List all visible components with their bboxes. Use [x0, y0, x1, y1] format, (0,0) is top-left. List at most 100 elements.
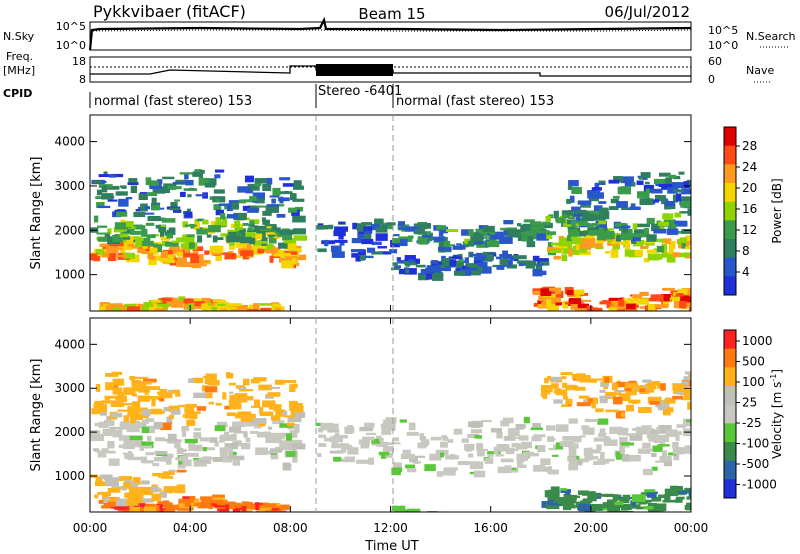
data-cell [194, 222, 200, 231]
data-cell [125, 196, 133, 200]
data-cell [650, 429, 658, 434]
power-colorbar-tick-label: 4 [742, 265, 750, 279]
data-cell [586, 203, 591, 208]
data-cell [157, 488, 162, 492]
data-cell [458, 258, 464, 264]
data-cell [428, 514, 439, 519]
data-cell [365, 255, 374, 259]
data-cell [660, 383, 666, 391]
data-cell [661, 243, 668, 252]
data-cell [509, 258, 515, 261]
data-cell [418, 241, 429, 245]
data-cell [547, 489, 560, 496]
data-cell [561, 254, 568, 262]
data-band-5 [315, 218, 400, 262]
data-cell [179, 172, 194, 175]
data-cell [127, 182, 139, 185]
data-cell [458, 253, 463, 258]
data-cell [621, 207, 632, 211]
data-cell [583, 448, 592, 457]
data-cell [226, 214, 239, 219]
data-cell [568, 463, 578, 471]
data-cell [642, 379, 652, 383]
data-cell [328, 224, 334, 228]
data-cell [571, 435, 582, 443]
data-cell [651, 466, 658, 471]
data-cell [413, 510, 421, 512]
data-cell [690, 404, 691, 411]
data-cell [255, 447, 268, 456]
data-cell [595, 408, 604, 413]
data-cell [251, 248, 263, 255]
data-cell [662, 301, 670, 307]
data-cell [669, 182, 684, 187]
data-cell [640, 499, 652, 503]
data-cell [166, 229, 175, 234]
data-cell [294, 412, 306, 419]
data-cell [558, 498, 572, 503]
data-cell [241, 501, 250, 507]
data-cell [413, 231, 427, 235]
data-cell [275, 409, 286, 417]
x-axis-label: Time UT [364, 539, 418, 554]
data-cell [624, 386, 632, 392]
data-cell [108, 458, 120, 466]
data-cell [496, 256, 503, 260]
data-cell [280, 446, 293, 451]
data-cell [439, 515, 448, 522]
data-cell [184, 173, 189, 180]
data-cell [122, 485, 127, 491]
data-cell [331, 443, 344, 449]
data-cell [143, 301, 154, 307]
velocity-colorbar-tick-label: -1000 [742, 478, 777, 492]
data-cell [609, 297, 623, 301]
data-cell [265, 436, 279, 444]
data-cell [290, 251, 298, 255]
data-cell [443, 468, 454, 474]
data-cell [588, 196, 600, 202]
data-cell [178, 498, 192, 506]
data-cell [173, 490, 186, 494]
data-cell [123, 387, 136, 395]
data-cell [640, 245, 649, 249]
data-cell [462, 266, 477, 270]
data-cell [579, 248, 587, 253]
data-cell [228, 451, 236, 459]
data-cell [146, 435, 152, 441]
data-cell [256, 431, 270, 438]
data-cell [445, 244, 456, 247]
data-cell [163, 509, 176, 512]
data-cell [344, 426, 355, 434]
data-cell [153, 255, 163, 261]
data-cell [651, 452, 657, 458]
data-cell [459, 244, 466, 250]
velocity-colorbar-swatch [724, 460, 736, 480]
freq-right-tick-top: 60 [708, 55, 722, 68]
data-cell [553, 496, 559, 503]
data-cell [292, 198, 305, 202]
data-cell [432, 236, 440, 241]
data-cell [292, 215, 306, 223]
data-cell [621, 227, 629, 234]
data-cell [457, 460, 470, 466]
data-cell [229, 394, 242, 401]
data-cell [624, 181, 632, 187]
data-cell [679, 237, 687, 244]
data-cell [123, 415, 130, 422]
data-cell [612, 382, 618, 391]
data-cell [496, 234, 505, 238]
data-cell [673, 448, 686, 451]
data-cell [315, 225, 329, 230]
data-cell [627, 454, 641, 462]
data-cell [549, 287, 557, 292]
data-cell [588, 230, 601, 236]
velocity-colorbar-swatch [724, 330, 736, 350]
data-cell [202, 178, 217, 186]
data-cell [124, 480, 132, 484]
velocity-colorbar-swatch [724, 404, 736, 424]
data-cell [128, 226, 136, 230]
data-cell [241, 304, 249, 308]
data-cell [375, 227, 388, 233]
data-cell [586, 238, 596, 246]
data-cell [160, 236, 171, 241]
